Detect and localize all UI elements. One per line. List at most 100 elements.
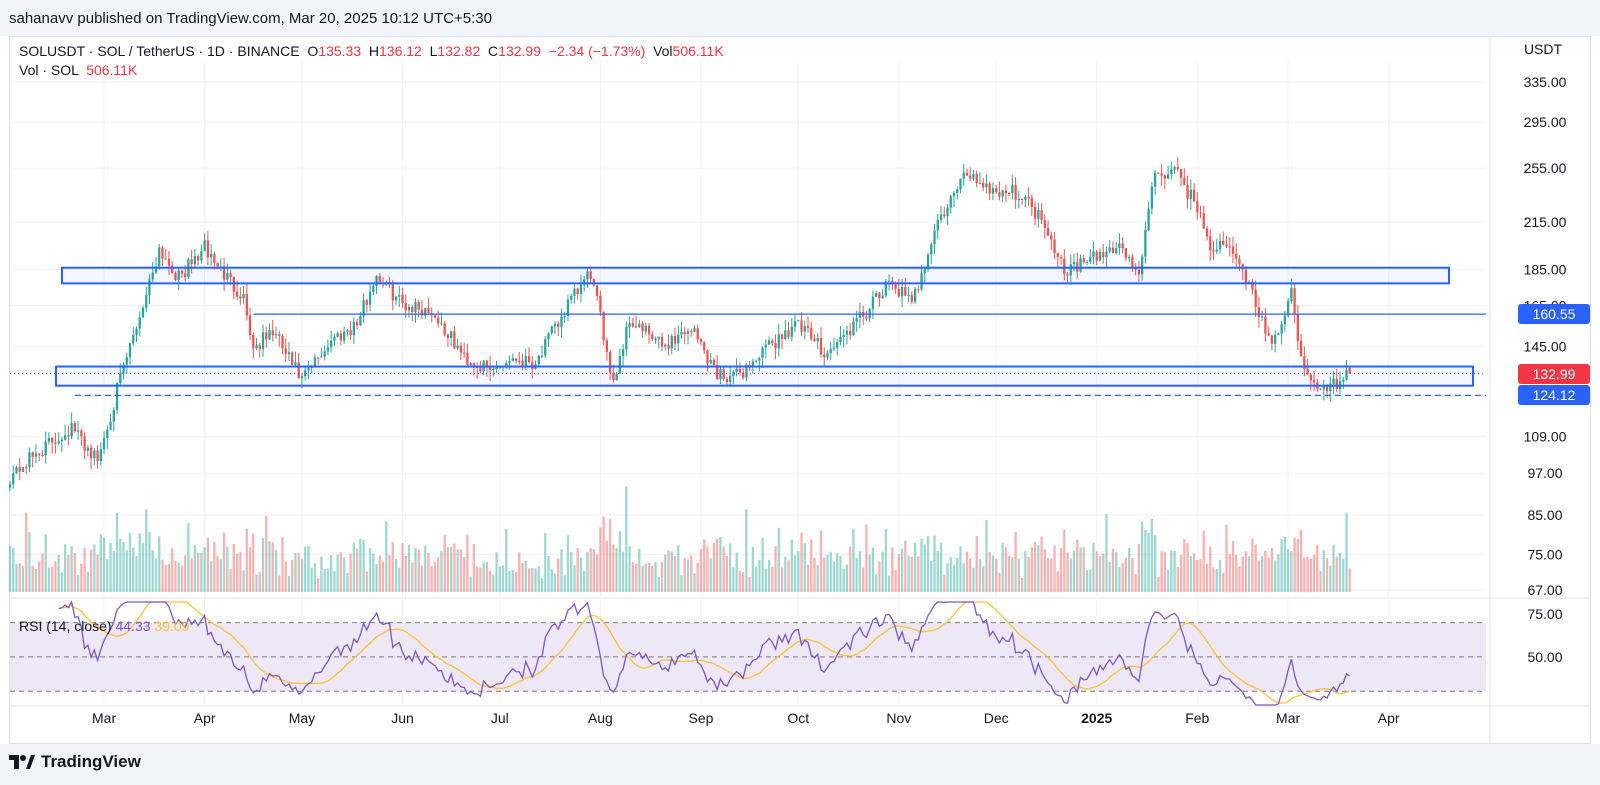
candle — [686, 328, 690, 345]
candle — [47, 432, 51, 445]
candle-body — [330, 340, 333, 348]
candle-body — [654, 338, 657, 340]
volume-bar — [193, 545, 197, 592]
volume-bar — [440, 550, 443, 592]
candle-body — [1218, 240, 1222, 250]
volume-bar — [907, 555, 910, 592]
volume-bar — [8, 545, 12, 592]
volume-bar — [73, 552, 77, 592]
candle — [1066, 271, 1069, 284]
candle — [1212, 240, 1215, 260]
candle — [67, 425, 70, 446]
candle — [738, 362, 742, 376]
candle — [1150, 181, 1154, 215]
volume-bar — [670, 551, 673, 592]
volume-bar — [135, 555, 138, 592]
volume-bar — [800, 532, 803, 592]
candle — [99, 442, 102, 466]
candle-body — [154, 266, 158, 273]
candle — [758, 356, 761, 372]
open-value: 135.33 — [318, 43, 362, 59]
candle — [401, 287, 404, 308]
candle-body — [8, 484, 12, 488]
candle — [884, 279, 888, 298]
volume-bar — [271, 542, 274, 592]
volume-bar — [1108, 562, 1111, 592]
volume-bar — [618, 530, 621, 592]
candle — [73, 421, 77, 433]
candle — [566, 294, 570, 322]
candle — [878, 291, 881, 307]
candle-body — [443, 323, 446, 335]
candle — [553, 321, 557, 334]
volume-bar — [1325, 558, 1329, 592]
candle — [615, 371, 618, 381]
candle — [278, 330, 281, 347]
candle-body — [151, 272, 154, 280]
candle — [190, 249, 193, 274]
volume-bar — [1228, 554, 1231, 592]
currency-unit[interactable]: USDT — [1523, 41, 1563, 57]
candle — [576, 287, 579, 300]
candle — [1157, 172, 1160, 175]
candle — [287, 341, 291, 362]
candle-body — [563, 315, 566, 317]
volume-bar — [638, 548, 641, 592]
volume-bar — [44, 534, 47, 592]
candle — [1147, 201, 1150, 232]
candle-body — [287, 352, 291, 355]
candle — [621, 344, 625, 367]
candle-body — [1209, 236, 1212, 251]
volume-bar — [1319, 571, 1322, 592]
volume-bar — [229, 569, 232, 592]
resistance-zone — [61, 266, 1450, 285]
volume-bar — [187, 523, 190, 592]
volume-bar — [450, 546, 453, 592]
volume-bar — [31, 566, 34, 592]
candle-body — [25, 467, 28, 469]
volume-bar — [339, 552, 343, 592]
candle — [1166, 165, 1170, 180]
time-tick-label: Apr — [1378, 710, 1400, 726]
candle-body — [404, 303, 407, 311]
volume-bar — [349, 553, 352, 592]
candle-body — [917, 289, 920, 291]
candle-body — [1095, 251, 1098, 261]
volume-bar — [1050, 558, 1053, 592]
tradingview-brand[interactable]: TradingView — [9, 752, 141, 772]
candle — [949, 194, 952, 214]
candle-body — [1277, 333, 1280, 335]
candle-body — [1286, 301, 1290, 316]
volume-bar — [806, 564, 810, 592]
candle-body — [450, 331, 453, 338]
candle-body — [978, 182, 982, 184]
candle — [706, 349, 709, 372]
volume-bar — [1299, 529, 1303, 592]
volume-bar — [930, 561, 933, 592]
time-tick-label: Aug — [588, 710, 613, 726]
volume-bar — [832, 561, 836, 592]
candle — [842, 329, 845, 348]
candle — [826, 349, 829, 361]
candle — [1098, 248, 1102, 262]
volume-bar — [738, 570, 742, 592]
volume-bar — [1001, 542, 1004, 592]
rsi-label[interactable]: RSI (14, close) — [19, 618, 112, 634]
volume-bar — [767, 559, 771, 592]
candle-body — [125, 357, 128, 365]
candle-body — [793, 321, 797, 327]
candle-body — [1118, 243, 1121, 249]
symbol-label[interactable]: SOLUSDT · SOL / TetherUS · 1D · BINANCE — [19, 43, 300, 59]
candle-body — [1040, 210, 1043, 221]
candle — [145, 287, 148, 313]
candle — [638, 319, 641, 328]
volume-bar — [527, 568, 531, 592]
volume-bar — [1244, 551, 1248, 592]
candle-body — [362, 300, 365, 316]
volume-bar — [998, 573, 1001, 592]
candle — [115, 382, 119, 415]
volume-bar — [943, 574, 946, 592]
volume-bar — [161, 559, 164, 592]
candle — [346, 328, 349, 337]
